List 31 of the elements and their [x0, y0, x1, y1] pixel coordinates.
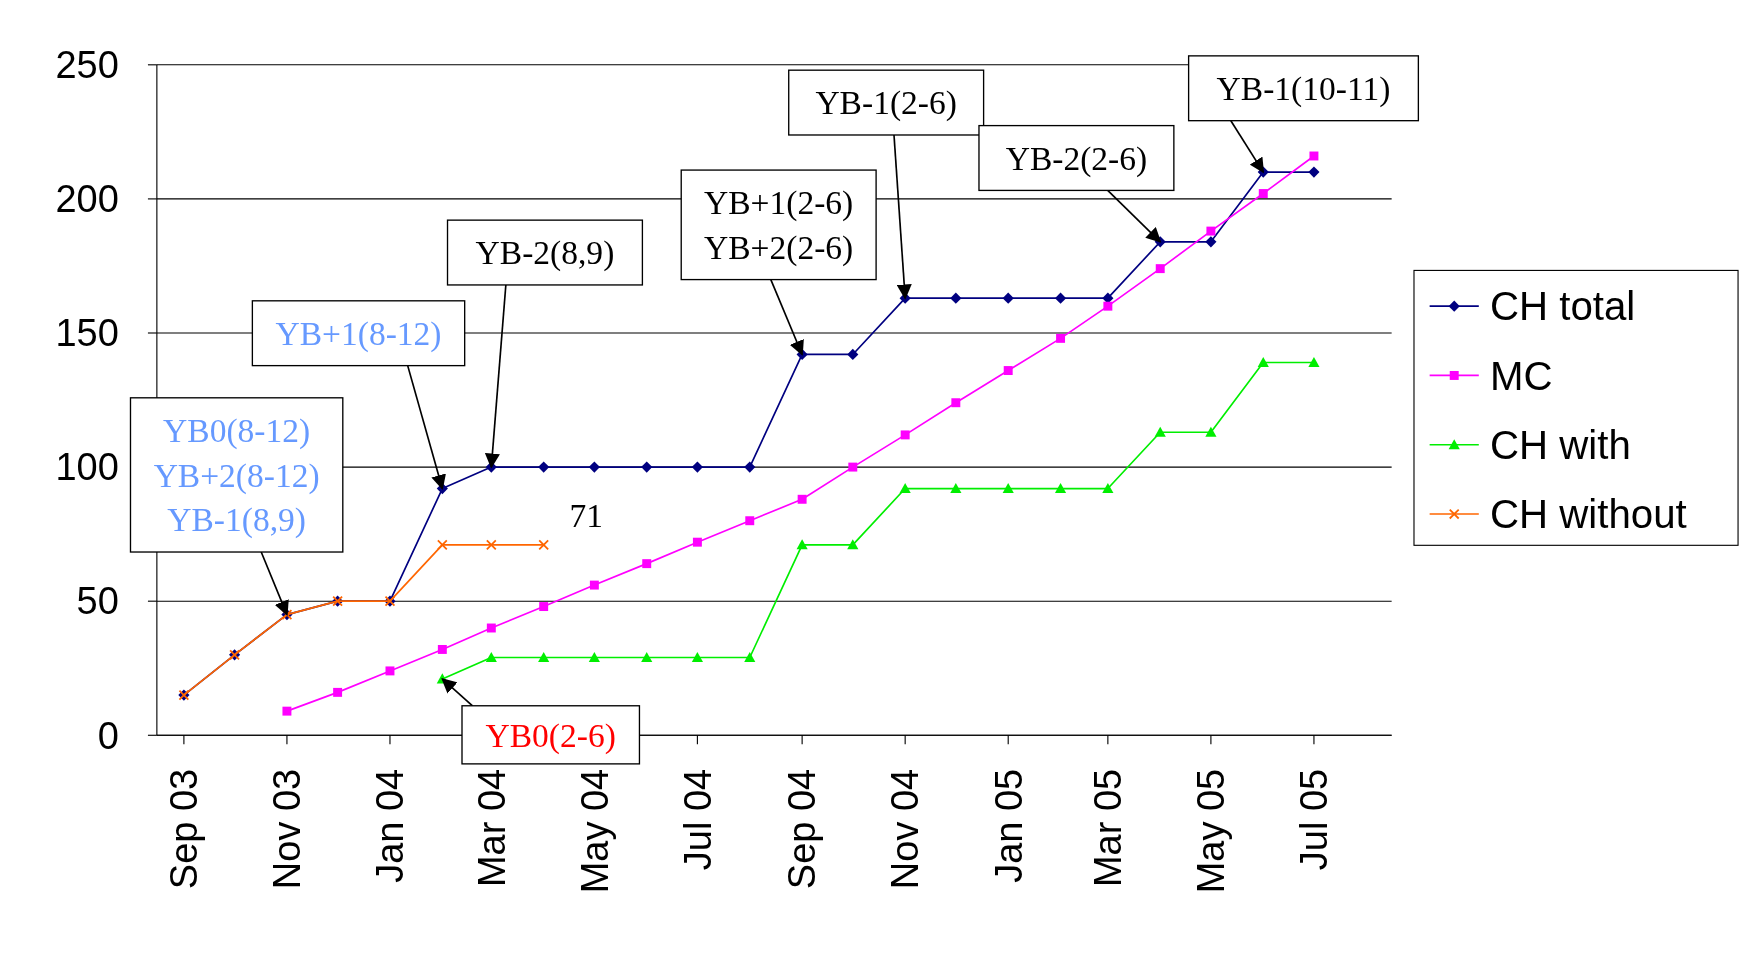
y-tick-label: 250	[55, 44, 119, 87]
x-tick-label: Nov 03	[266, 768, 309, 890]
annotation: YB-2(8,9)	[475, 234, 615, 273]
x-tick-label: Jan 05	[987, 768, 1030, 883]
x-tick-label: Nov 04	[884, 768, 927, 890]
annotation: YB0(8-12) YB+2(8-12) YB-1(8,9)	[153, 411, 320, 540]
x-tick-label: Mar 05	[1087, 768, 1130, 888]
y-tick-label: 100	[55, 446, 119, 489]
legend-label: CH total	[1489, 284, 1636, 330]
x-tick-label: Jan 04	[369, 768, 412, 883]
x-tick-label: Sep 03	[163, 768, 206, 890]
y-tick-label: 50	[76, 580, 119, 623]
annotation: YB-2(2-6)	[1005, 139, 1148, 178]
x-tick-label: Jul 04	[676, 768, 719, 871]
y-tick-label: 150	[55, 312, 119, 355]
annotation: YB+1(8-12)	[275, 314, 442, 353]
x-tick-label: Mar 04	[470, 768, 513, 888]
x-tick-label: May 05	[1190, 768, 1233, 894]
legend-label: CH without	[1489, 492, 1687, 538]
annotation: YB-1(2-6)	[815, 84, 957, 123]
legend-label: CH with	[1489, 422, 1631, 468]
y-tick-label: 200	[55, 178, 119, 221]
data-label: 71	[569, 496, 603, 534]
x-tick-label: Sep 04	[781, 768, 824, 890]
x-tick-label: Jul 05	[1293, 768, 1336, 871]
y-tick-label: 0	[97, 714, 119, 757]
x-tick-label: May 04	[573, 768, 616, 894]
legend-label: MC	[1489, 353, 1553, 399]
annotation: YB-1(10-11)	[1216, 70, 1391, 109]
annotation: YB+1(2-6) YB+2(2-6)	[704, 184, 854, 267]
annotation: YB0(2-6)	[485, 716, 616, 755]
